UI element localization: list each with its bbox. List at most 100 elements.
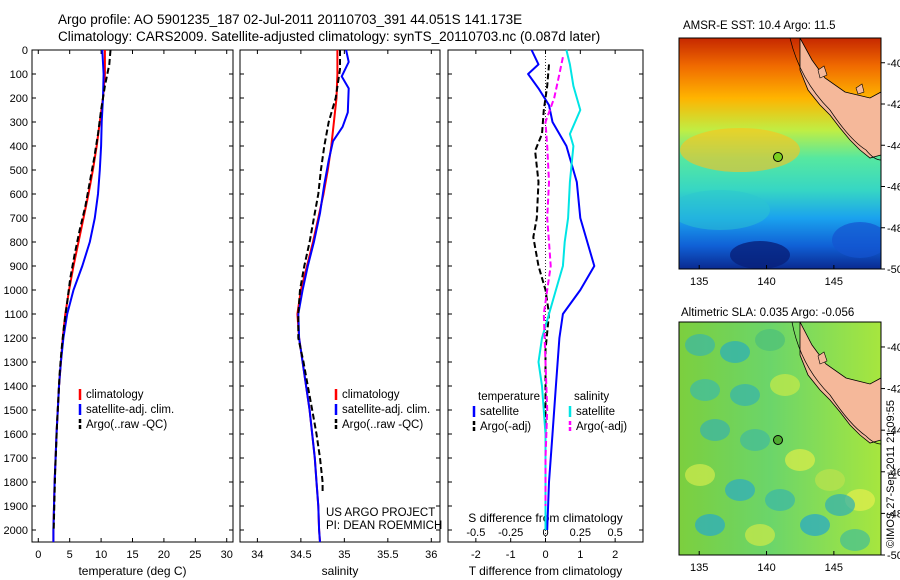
legend-t-label: satellite — [480, 406, 519, 418]
sla-anomaly-patch — [740, 429, 770, 451]
map-lat-label: -44 — [887, 140, 900, 152]
side-timestamp: ©IMOS 27-Sep-2011 21:09:55 — [885, 400, 897, 548]
sst-deep-cool-patch — [730, 241, 790, 269]
depth-tick-label: 100 — [10, 69, 28, 81]
map-lat-label: -50 — [887, 264, 900, 276]
legend-t-label: Argo(-adj) — [480, 421, 531, 433]
difference-s-tick-label: 0.25 — [570, 527, 591, 539]
temperature-xtick-label: 30 — [221, 549, 233, 561]
map-lon-label: 140 — [757, 562, 775, 574]
sst-island — [817, 65, 828, 79]
map-lon-label: 135 — [690, 276, 708, 288]
salinity-series-satellite-adj-clim- — [297, 49, 350, 543]
map-lon-label: 145 — [825, 562, 843, 574]
temperature-series-argo-raw-qc- — [52, 49, 112, 531]
sla-anomaly-patch — [690, 379, 720, 401]
temperature-xlabel: temperature (deg C) — [78, 564, 186, 578]
depth-tick-label: 1900 — [4, 501, 28, 513]
depth-tick-label: 1700 — [4, 453, 28, 465]
salinity-legend-label: climatology — [342, 389, 400, 401]
sst-argo-marker — [773, 152, 783, 162]
map-lat-label: -40 — [887, 342, 900, 354]
sla-anomaly-patch — [825, 494, 855, 516]
title-line-1: Argo profile: AO 5901235_187 02-Jul-2011… — [58, 12, 522, 27]
sla-anomaly-patch — [725, 479, 755, 501]
sla-anomaly-patch — [685, 464, 715, 486]
depth-tick-label: 0 — [22, 45, 28, 57]
sla-anomaly-patch — [730, 384, 760, 406]
sla-frame — [678, 321, 882, 556]
difference-s-tick-label: -0.25 — [498, 527, 523, 539]
sla-anomaly-patch — [745, 524, 775, 546]
map-lat-label: -44 — [887, 425, 900, 437]
temperature-xtick-label: 0 — [35, 549, 41, 561]
depth-tick-label: 1100 — [4, 309, 28, 321]
difference-xtick-label: 1 — [577, 549, 583, 561]
depth-tick-label: 1800 — [4, 477, 28, 489]
depth-tick-label: 900 — [10, 261, 28, 273]
salinity-legend-label: satellite-adj. clim. — [342, 404, 430, 416]
sla-contour — [791, 322, 881, 445]
sla-anomaly-patch — [840, 529, 870, 551]
salinity-frame — [239, 49, 441, 543]
legend-s-label: Argo(-adj) — [576, 421, 627, 433]
legend-s-label: satellite — [576, 406, 615, 418]
map-lat-label: -42 — [887, 384, 900, 396]
difference-s-tick-label: 0.5 — [607, 527, 622, 539]
salinity-legend-label: Argo(..raw -QC) — [342, 419, 423, 431]
difference-series-s-satellite — [537, 49, 582, 530]
project-annotation: PI: DEAN ROEMMICH — [326, 520, 442, 532]
map-lat-label: -48 — [887, 508, 900, 520]
difference-series-s-argo-adj- — [542, 56, 564, 506]
salinity-xlabel: salinity — [322, 564, 359, 578]
salinity-series-argo-raw-qc- — [297, 50, 341, 494]
depth-tick-label: 400 — [10, 141, 28, 153]
sla-map: Altimetric SLA: 0.035 Argo: -0.056 135 14… — [678, 307, 900, 574]
sla-anomaly-patch — [770, 374, 800, 396]
depth-tick-label: 600 — [10, 189, 28, 201]
difference-xtick-label: 2 — [612, 549, 618, 561]
salinity-xtick-label: 35.5 — [377, 549, 398, 561]
map-lon-label: 140 — [757, 276, 775, 288]
legend-s-title: salinity — [574, 391, 609, 403]
difference-s-tick-label: 0 — [542, 527, 548, 539]
sla-anomaly-patch — [720, 341, 750, 363]
sla-anomaly-patch — [765, 489, 795, 511]
temperature-xtick-label: 15 — [126, 549, 138, 561]
sst-warm-patch — [680, 128, 800, 172]
depth-tick-label: 700 — [10, 213, 28, 225]
project-annotation: US ARGO PROJECT — [326, 507, 435, 519]
depth-tick-label: 1000 — [4, 285, 28, 297]
depth-tick-label: 1200 — [4, 333, 28, 345]
depth-tick-label: 300 — [10, 117, 28, 129]
sla-tasmania-land — [799, 322, 881, 444]
map-lon-label: 135 — [690, 562, 708, 574]
depth-tick-label: 1300 — [4, 357, 28, 369]
difference-xtick-label: -1 — [506, 549, 516, 561]
map-lat-label: -46 — [887, 467, 900, 479]
panel-difference: -2 -1 0 1 2 T difference from climatology -0.5… — [447, 49, 644, 578]
sla-map-title: Altimetric SLA: 0.035 Argo: -0.056 — [681, 307, 854, 319]
temperature-legend-label: climatology — [86, 389, 144, 401]
temperature-legend-label: Argo(..raw -QC) — [86, 419, 167, 431]
sst-island-2 — [855, 83, 865, 95]
temperature-xtick-label: 20 — [158, 549, 170, 561]
sst-tasmania-land — [799, 38, 881, 159]
panel-salinity: 34 34.5 35 35.5 36 salinity climatology satelli… — [239, 49, 442, 578]
difference-xtick-label: 0 — [542, 549, 548, 561]
temperature-frame — [31, 49, 234, 543]
salinity-xtick-label: 34.5 — [290, 549, 311, 561]
sla-anomaly-patch — [685, 334, 715, 356]
map-lat-label: -46 — [887, 182, 900, 194]
depth-tick-label: 800 — [10, 237, 28, 249]
depth-tick-label: 1500 — [4, 405, 28, 417]
sla-anomaly-patch — [815, 469, 845, 491]
sla-anomaly-patch — [755, 329, 785, 351]
depth-tick-label: 2000 — [4, 525, 28, 537]
sla-anomaly-patch — [700, 419, 730, 441]
panel-temperature: 0 5 10 15 20 25 30 temperature (deg C) 0 100 200 30… — [4, 45, 234, 578]
difference-xtick-label: -2 — [471, 549, 481, 561]
difference-xlabel: T difference from climatology — [469, 564, 623, 578]
title-line-2: Climatology: CARS2009. Satellite-adjuste… — [58, 29, 600, 44]
